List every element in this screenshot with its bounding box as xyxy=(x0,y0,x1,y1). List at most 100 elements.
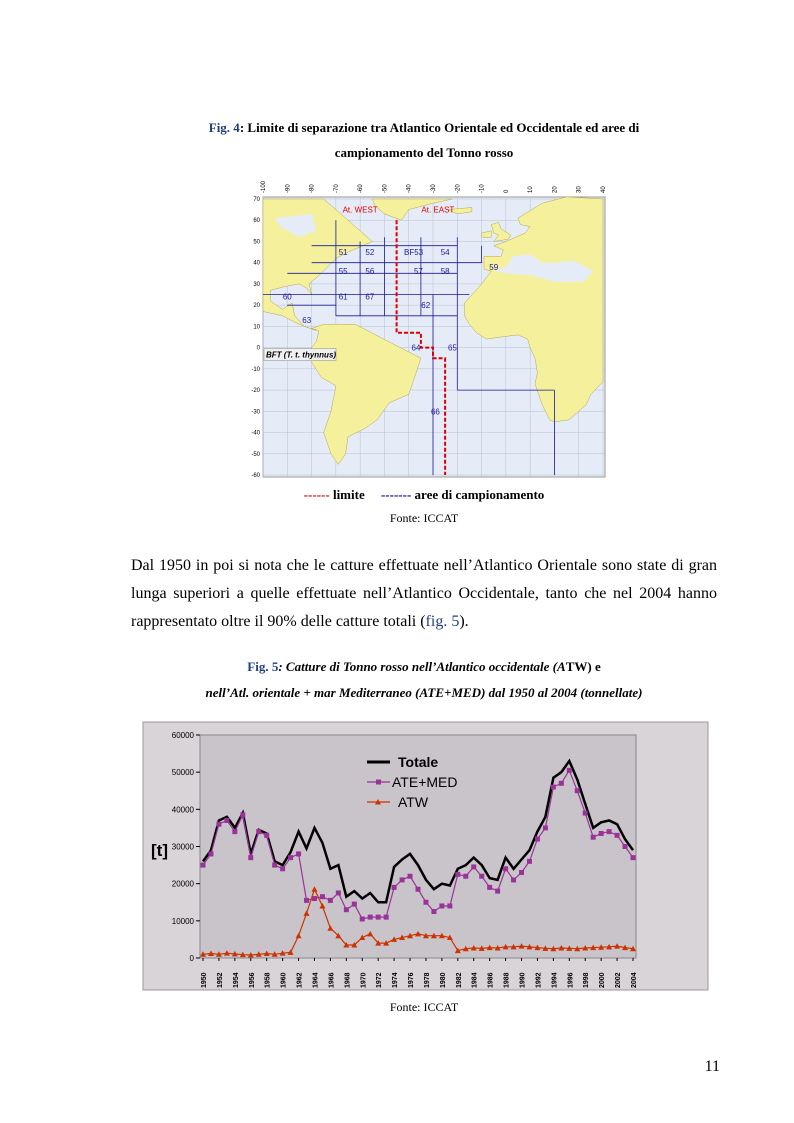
marker xyxy=(447,903,453,909)
marker xyxy=(622,844,628,849)
lon-tick-label: 10 xyxy=(528,186,534,193)
x-tick-label: 1972 xyxy=(376,972,383,988)
landmass xyxy=(464,196,604,423)
species-box xyxy=(263,348,337,361)
y-tick-label: 40000 xyxy=(172,805,195,814)
marker xyxy=(399,877,405,883)
legend-dash: ------- xyxy=(380,487,412,502)
marker xyxy=(216,821,222,827)
landmass xyxy=(275,213,317,238)
area-label: 61 xyxy=(339,293,348,302)
lat-tick-label: -20 xyxy=(251,388,260,394)
lat-tick-label: -60 xyxy=(251,473,260,479)
x-tick-label: 2000 xyxy=(599,972,606,988)
map-legend: ------ limite ------- aree di campioname… xyxy=(0,487,794,503)
marker xyxy=(574,788,580,794)
area-label: 55 xyxy=(339,267,348,276)
marker xyxy=(510,943,517,950)
marker xyxy=(407,932,414,939)
marker xyxy=(319,894,325,900)
text: Dal 1950 in poi si nota che le catture e… xyxy=(131,557,717,630)
marker xyxy=(606,943,613,950)
lon-tick-label: -100 xyxy=(261,180,267,193)
marker xyxy=(455,871,461,877)
marker xyxy=(590,834,596,840)
source: Fonte: ICCAT xyxy=(389,1000,459,1014)
marker xyxy=(470,944,477,951)
marker xyxy=(518,943,525,949)
area-label: 51 xyxy=(339,248,348,257)
marker xyxy=(558,780,564,786)
x-tick-label: 2004 xyxy=(631,972,638,988)
legend-label: limite xyxy=(332,487,365,502)
lon-tick-label: 20 xyxy=(552,186,558,193)
marker xyxy=(439,903,445,909)
lat-tick-label: -40 xyxy=(251,431,260,437)
marker xyxy=(343,907,349,913)
area-label: 59 xyxy=(489,263,498,272)
marker xyxy=(630,855,636,861)
marker xyxy=(407,873,413,879)
marker xyxy=(200,951,206,957)
marker xyxy=(296,851,302,857)
marker xyxy=(327,925,334,931)
lat-tick-label: 0 xyxy=(257,346,261,352)
marker xyxy=(207,950,214,957)
fig5-caption: nell’Atl. orientale + mar Mediterraneo (… xyxy=(205,685,643,700)
marker xyxy=(479,873,485,879)
lon-tick-label: -10 xyxy=(480,184,486,193)
marker xyxy=(415,886,421,892)
marker xyxy=(471,864,477,870)
y-tick-label: 10000 xyxy=(172,917,195,926)
marker xyxy=(526,943,533,950)
x-tick-label: 1964 xyxy=(312,972,319,988)
marker xyxy=(431,909,437,915)
marker xyxy=(223,950,230,956)
marker xyxy=(519,870,525,876)
marker xyxy=(311,886,318,892)
marker xyxy=(495,888,501,894)
marker xyxy=(247,952,254,958)
fig4-caption: campionamento del Tonno rosso xyxy=(334,145,514,160)
lat-tick-label: -30 xyxy=(251,409,260,415)
marker xyxy=(598,830,604,836)
fig4-caption: Fig. 4: Limite di separazione tra Atlant… xyxy=(0,120,794,136)
marker xyxy=(503,866,509,872)
x-tick-label: 1994 xyxy=(551,972,558,988)
area-label: 57 xyxy=(414,267,423,276)
marker xyxy=(550,945,557,952)
marker xyxy=(280,866,286,872)
marker xyxy=(343,941,350,948)
marker xyxy=(359,934,366,941)
paragraph: Dal 1950 in poi si nota che le catture e… xyxy=(131,552,717,636)
x-tick-label: 1968 xyxy=(344,972,351,988)
y-tick-label: 30000 xyxy=(172,843,195,852)
marker xyxy=(526,858,532,864)
marker xyxy=(375,914,381,920)
marker xyxy=(248,855,254,861)
marker xyxy=(542,825,548,831)
lat-tick-label: 30 xyxy=(253,282,260,288)
x-tick-label: 1998 xyxy=(583,972,590,988)
area-label: 67 xyxy=(365,293,374,302)
marker xyxy=(304,897,310,903)
marker xyxy=(232,829,238,835)
lon-tick-label: -50 xyxy=(382,184,388,193)
marker xyxy=(463,873,469,879)
marker xyxy=(566,945,573,951)
x-tick-label: 1966 xyxy=(328,972,335,988)
text: ). xyxy=(459,613,469,630)
marker xyxy=(511,877,517,883)
marker xyxy=(582,810,588,816)
source: Fonte: ICCAT xyxy=(389,511,459,525)
legend-marker xyxy=(376,779,381,785)
marker xyxy=(224,817,230,823)
x-tick-label: 1950 xyxy=(201,972,208,988)
area-label: 65 xyxy=(448,344,457,353)
x-tick-label: 2002 xyxy=(615,972,622,988)
area-label: 62 xyxy=(421,301,430,310)
chart: 0 10000 20000 30000 40000 50000 60000 1950 1952 1… xyxy=(142,721,709,991)
marker xyxy=(423,899,429,905)
x-tick-label: 1982 xyxy=(456,972,463,988)
